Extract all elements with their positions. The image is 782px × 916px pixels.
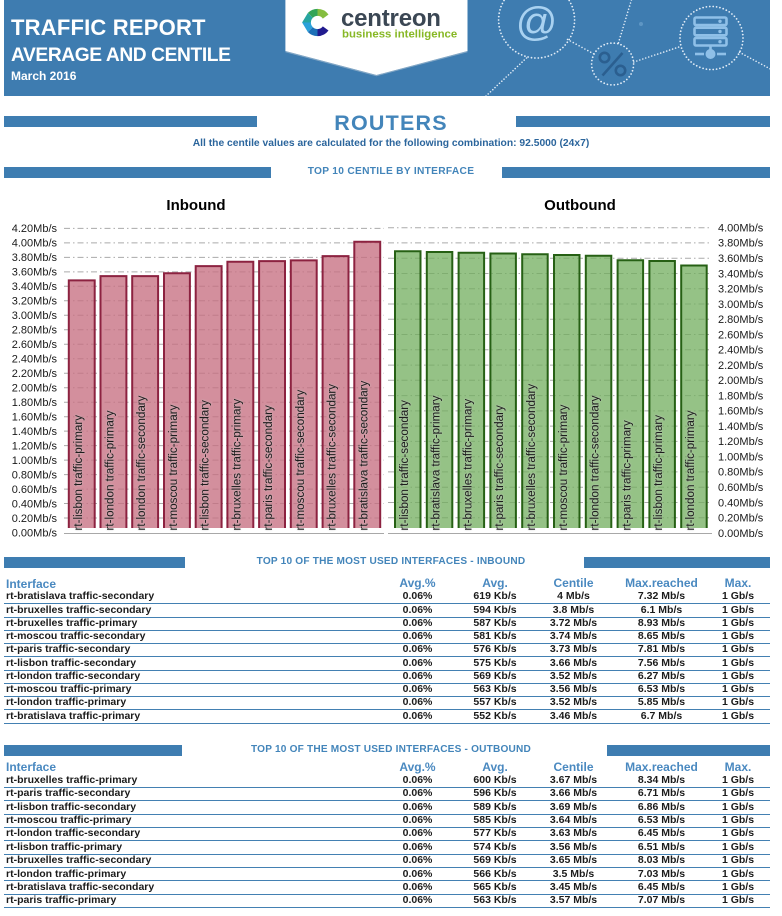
svg-text:rt-london traffic-primary: rt-london traffic-primary — [104, 410, 117, 530]
svg-text:3.40Mb/s: 3.40Mb/s — [718, 268, 764, 280]
svg-text:2.40Mb/s: 2.40Mb/s — [12, 354, 58, 366]
svg-text:rt-london traffic-secondary: rt-london traffic-secondary — [135, 395, 148, 530]
svg-text:0.60Mb/s: 0.60Mb/s — [12, 484, 58, 496]
svg-text:2.40Mb/s: 2.40Mb/s — [718, 345, 764, 357]
svg-text:1.20Mb/s: 1.20Mb/s — [12, 440, 58, 452]
svg-text:rt-bruxelles traffic-primary: rt-bruxelles traffic-primary — [230, 399, 243, 531]
svg-text:0.40Mb/s: 0.40Mb/s — [12, 498, 58, 510]
svg-text:4.00Mb/s: 4.00Mb/s — [12, 238, 58, 250]
svg-text:rt-lisbon traffic-secondary: rt-lisbon traffic-secondary — [199, 400, 212, 531]
svg-text:Inbound: Inbound — [166, 197, 225, 214]
svg-text:2.60Mb/s: 2.60Mb/s — [718, 329, 764, 341]
svg-text:3.80Mb/s: 3.80Mb/s — [12, 252, 58, 264]
svg-text:1.60Mb/s: 1.60Mb/s — [718, 406, 764, 418]
svg-text:3.00Mb/s: 3.00Mb/s — [718, 299, 764, 311]
svg-text:0.80Mb/s: 0.80Mb/s — [12, 469, 58, 481]
svg-text:3.20Mb/s: 3.20Mb/s — [12, 296, 58, 308]
svg-text:2.80Mb/s: 2.80Mb/s — [12, 325, 58, 337]
svg-text:2.20Mb/s: 2.20Mb/s — [718, 360, 764, 372]
svg-text:3.80Mb/s: 3.80Mb/s — [718, 238, 764, 250]
svg-text:rt-london traffic-primary: rt-london traffic-primary — [684, 410, 697, 530]
svg-text:0.20Mb/s: 0.20Mb/s — [12, 513, 58, 525]
svg-text:3.00Mb/s: 3.00Mb/s — [12, 310, 58, 322]
svg-text:0.00Mb/s: 0.00Mb/s — [718, 528, 764, 540]
svg-text:rt-moscou traffic-primary: rt-moscou traffic-primary — [167, 404, 180, 530]
svg-text:rt-lisbon traffic-secondary: rt-lisbon traffic-secondary — [398, 400, 411, 531]
svg-text:rt-bruxelles traffic-secondary: rt-bruxelles traffic-secondary — [326, 384, 339, 531]
svg-text:rt-paris traffic-secondary: rt-paris traffic-secondary — [493, 405, 506, 530]
svg-text:rt-paris traffic-primary: rt-paris traffic-primary — [620, 420, 633, 531]
svg-text:4.20Mb/s: 4.20Mb/s — [12, 223, 58, 235]
svg-text:0.60Mb/s: 0.60Mb/s — [718, 482, 764, 494]
svg-text:1.80Mb/s: 1.80Mb/s — [718, 390, 764, 402]
svg-text:rt-moscou traffic-secondary: rt-moscou traffic-secondary — [294, 390, 307, 531]
svg-text:2.80Mb/s: 2.80Mb/s — [718, 314, 764, 326]
svg-text:rt-lisbon traffic-primary: rt-lisbon traffic-primary — [652, 415, 665, 531]
svg-text:1.00Mb/s: 1.00Mb/s — [718, 452, 764, 464]
svg-text:3.60Mb/s: 3.60Mb/s — [12, 267, 58, 279]
svg-text:1.60Mb/s: 1.60Mb/s — [12, 412, 58, 424]
svg-text:0.00Mb/s: 0.00Mb/s — [12, 527, 58, 539]
svg-text:rt-bruxelles traffic-secondary: rt-bruxelles traffic-secondary — [525, 384, 538, 531]
svg-text:rt-paris traffic-secondary: rt-paris traffic-secondary — [262, 405, 275, 530]
svg-text:3.20Mb/s: 3.20Mb/s — [718, 284, 764, 296]
svg-text:2.00Mb/s: 2.00Mb/s — [12, 383, 58, 395]
svg-text:0.80Mb/s: 0.80Mb/s — [718, 467, 764, 479]
svg-text:centreon: centreon — [341, 5, 441, 32]
svg-text:rt-bruxelles traffic-primary: rt-bruxelles traffic-primary — [461, 399, 474, 531]
svg-text:1.40Mb/s: 1.40Mb/s — [12, 426, 58, 438]
svg-text:rt-moscou traffic-primary: rt-moscou traffic-primary — [557, 404, 570, 530]
svg-text:3.60Mb/s: 3.60Mb/s — [718, 253, 764, 265]
svg-text:rt-bratislava traffic-secondar: rt-bratislava traffic-secondary — [357, 380, 370, 530]
svg-text:2.20Mb/s: 2.20Mb/s — [12, 368, 58, 380]
svg-text:4.00Mb/s: 4.00Mb/s — [718, 223, 764, 235]
svg-text:1.80Mb/s: 1.80Mb/s — [12, 397, 58, 409]
svg-text:2.00Mb/s: 2.00Mb/s — [718, 375, 764, 387]
svg-text:@: @ — [516, 0, 558, 45]
svg-text:rt-bratislava traffic-primary: rt-bratislava traffic-primary — [430, 395, 443, 530]
svg-text:1.00Mb/s: 1.00Mb/s — [12, 455, 58, 467]
svg-text:1.20Mb/s: 1.20Mb/s — [718, 436, 764, 448]
svg-text:Outbound: Outbound — [544, 197, 616, 214]
svg-text:1.40Mb/s: 1.40Mb/s — [718, 421, 764, 433]
svg-text:rt-london traffic-secondary: rt-london traffic-secondary — [589, 395, 602, 530]
svg-text:business intelligence: business intelligence — [342, 29, 457, 41]
svg-text:3.40Mb/s: 3.40Mb/s — [12, 281, 58, 293]
svg-text:2.60Mb/s: 2.60Mb/s — [12, 339, 58, 351]
svg-text:0.20Mb/s: 0.20Mb/s — [718, 513, 764, 525]
svg-text:rt-lisbon traffic-primary: rt-lisbon traffic-primary — [72, 415, 85, 531]
svg-text:0.40Mb/s: 0.40Mb/s — [718, 497, 764, 509]
